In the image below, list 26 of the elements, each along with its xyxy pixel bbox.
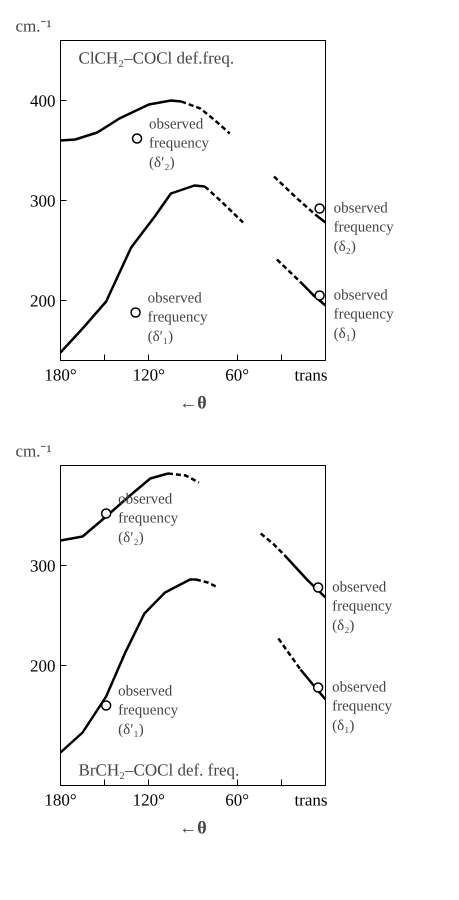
y-tick-label: 200 xyxy=(30,656,56,676)
annotation: observed frequency (δ′₁) xyxy=(118,684,179,738)
y-tick-label: 300 xyxy=(30,556,56,576)
x-tick-label: trans xyxy=(294,790,328,810)
y-tick-label: 200 xyxy=(30,292,56,310)
x-tick-label: 120° xyxy=(132,366,165,384)
y-tick-label: 400 xyxy=(30,92,56,110)
annotation: observed frequency (δ₂) xyxy=(332,580,393,634)
annotation: observed frequency (δ₁) xyxy=(332,680,393,734)
y-axis-title: cm.⁻¹ xyxy=(16,16,52,36)
annotation: observed frequency (δ₂) xyxy=(334,200,394,255)
x-tick-label: 60° xyxy=(225,366,250,384)
x-tick-label: trans xyxy=(294,366,328,384)
annotation: observed frequency (δ′₁) xyxy=(148,290,208,345)
x-axis-title: ←θ xyxy=(179,392,207,412)
y-axis-title: cm.⁻¹ xyxy=(16,442,52,460)
x-axis-title: ←θ xyxy=(179,818,207,838)
x-tick-label: 180° xyxy=(44,790,77,810)
x-tick-label: 120° xyxy=(132,790,165,810)
text: BrCH₂–COCl def. freq. xyxy=(78,760,240,780)
text: ClCH₂–COCl def.freq. xyxy=(78,48,234,68)
annotation: observed frequency (δ₁) xyxy=(334,288,394,342)
x-tick-label: 180° xyxy=(44,366,77,384)
y-tick-label: 300 xyxy=(30,192,56,210)
annotation: observed frequency (δ′₂) xyxy=(149,116,210,171)
x-tick-label: 60° xyxy=(225,790,250,810)
